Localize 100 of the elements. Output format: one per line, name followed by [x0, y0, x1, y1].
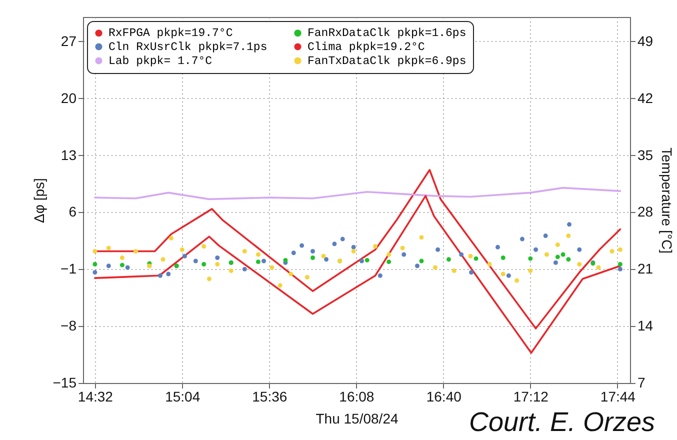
- point: [474, 256, 478, 261]
- point: [528, 256, 533, 261]
- legend-label: FanRxDataClk pkpk=1.6ps: [308, 27, 466, 40]
- point: [92, 249, 98, 254]
- x-tick-label: 14:32: [78, 388, 114, 404]
- point: [506, 273, 511, 278]
- point: [610, 249, 614, 254]
- point: [158, 273, 162, 278]
- point: [500, 256, 506, 260]
- point: [120, 256, 124, 260]
- point: [386, 252, 392, 257]
- point: [419, 258, 424, 264]
- point: [283, 258, 288, 262]
- point: [182, 254, 187, 258]
- point: [215, 262, 220, 266]
- point: [324, 257, 329, 262]
- point: [256, 260, 260, 264]
- point: [242, 249, 247, 254]
- point: [125, 265, 130, 270]
- point: [415, 264, 420, 268]
- point: [520, 236, 524, 242]
- y2-tick-label: 21: [638, 260, 654, 277]
- legend-label: Clima pkpk=19.2°C: [308, 40, 425, 54]
- y-tick-label: 6: [68, 204, 77, 220]
- x-tick-label: 15:36: [252, 388, 288, 404]
- point: [193, 258, 198, 264]
- y-tick-label: 13: [60, 146, 77, 163]
- point: [553, 260, 558, 265]
- point: [514, 278, 520, 283]
- point: [446, 257, 451, 262]
- point: [566, 257, 571, 262]
- point: [215, 256, 220, 260]
- point: [206, 276, 212, 282]
- y-tick-label: −1: [60, 260, 77, 277]
- point: [577, 262, 582, 266]
- point: [92, 262, 98, 266]
- point: [310, 256, 315, 260]
- point: [618, 247, 622, 252]
- point: [202, 244, 206, 249]
- point: [419, 235, 424, 240]
- y-tick-label: −15: [52, 374, 77, 390]
- x-tick-label: 16:40: [426, 388, 462, 404]
- point: [459, 252, 464, 257]
- y2-tick-label: 42: [638, 90, 654, 106]
- point: [577, 247, 582, 252]
- y2-tick-label: 35: [638, 146, 654, 163]
- point: [92, 270, 98, 275]
- point: [278, 283, 282, 288]
- y2-tick-label: 14: [638, 318, 654, 334]
- line-series: [94, 186, 622, 200]
- point: [332, 242, 337, 246]
- x-tick-label: 16:08: [339, 388, 374, 404]
- x-tick-label: 15:04: [165, 388, 200, 404]
- point: [560, 252, 566, 257]
- point: [386, 260, 392, 264]
- point: [567, 222, 572, 227]
- point: [106, 246, 111, 250]
- point: [596, 265, 601, 270]
- point: [544, 252, 549, 257]
- legend-label: Lab pkpk= 1.7°C: [108, 54, 212, 68]
- point: [359, 258, 364, 264]
- point: [452, 268, 456, 273]
- line-series: [94, 169, 622, 330]
- point: [432, 265, 438, 270]
- legend-label: FanTxDataClk pkpk=6.9ps: [308, 54, 466, 68]
- y-tick-label: 20: [60, 90, 77, 106]
- x-axis-title: Thu 15/08/24: [316, 410, 398, 426]
- point: [618, 266, 622, 272]
- point: [262, 258, 266, 264]
- point: [566, 234, 571, 238]
- point: [534, 247, 538, 252]
- point: [373, 244, 378, 249]
- point: [469, 270, 474, 275]
- point: [166, 272, 171, 276]
- point: [300, 243, 304, 248]
- x-tick-label: 17:12: [513, 388, 549, 404]
- point: [468, 254, 473, 258]
- point: [160, 257, 166, 262]
- point: [378, 273, 382, 278]
- point: [555, 242, 560, 247]
- y2-tick-label: 49: [638, 32, 654, 49]
- point: [364, 258, 370, 262]
- point: [351, 249, 356, 254]
- point: [321, 254, 326, 258]
- y-tick-label: 27: [60, 32, 77, 49]
- point: [528, 268, 533, 273]
- point: [291, 250, 296, 256]
- point: [436, 247, 440, 252]
- point: [340, 236, 345, 242]
- point: [228, 268, 234, 273]
- line-series: [94, 195, 622, 354]
- y2-tick-label: 28: [638, 204, 654, 220]
- point: [168, 236, 174, 240]
- point: [402, 252, 406, 257]
- point: [618, 262, 622, 266]
- point: [256, 252, 260, 257]
- legend-label: RxFPGA pkpk=19.7°C: [108, 27, 233, 40]
- x-tick-label: 17:44: [600, 388, 636, 404]
- point: [120, 262, 124, 268]
- point: [496, 244, 500, 250]
